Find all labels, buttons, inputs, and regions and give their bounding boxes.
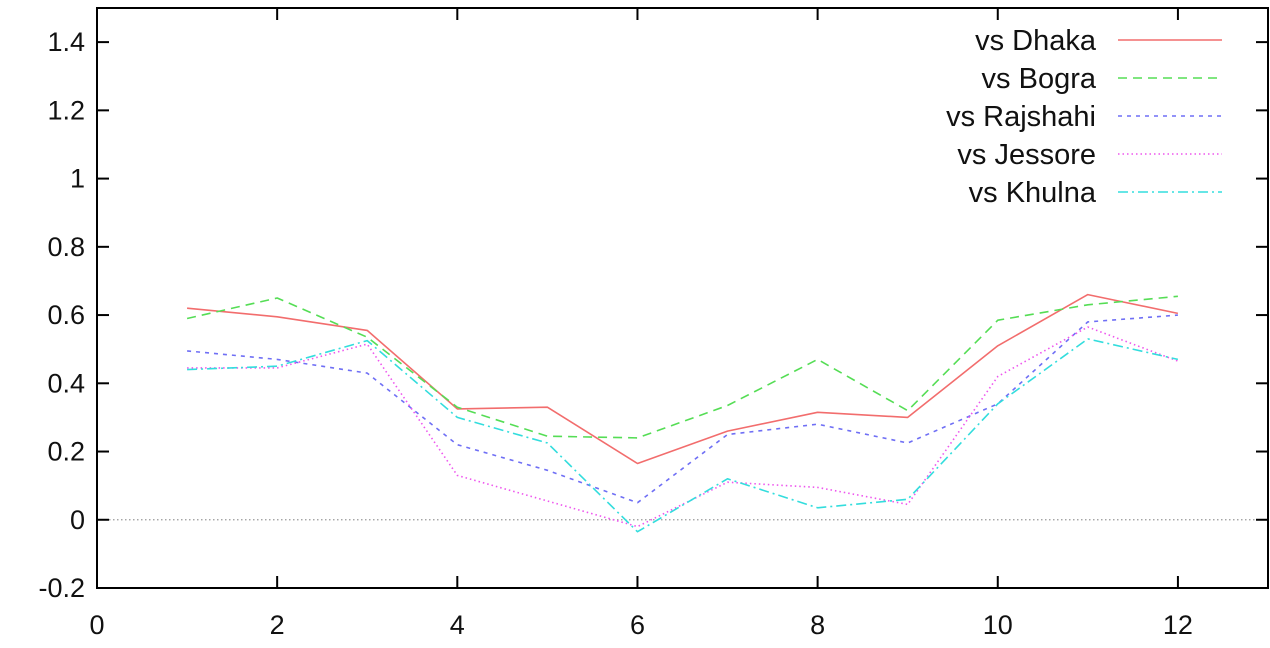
legend-label: vs Rajshahi: [946, 101, 1096, 133]
series-line-vs-rajshahi: [187, 314, 1178, 504]
y-tick-label: 1.2: [47, 95, 85, 125]
x-tick-label: 4: [450, 610, 465, 640]
series-line-vs-khulna: [187, 338, 1179, 533]
legend-label: vs Jessore: [957, 139, 1096, 171]
y-tick-label: 0: [70, 505, 85, 535]
y-tick-label: 1.4: [47, 27, 85, 57]
legend-label: vs Bogra: [982, 63, 1097, 95]
x-tick-label: 12: [1163, 610, 1193, 640]
y-tick-label: -0.2: [38, 573, 85, 603]
y-tick-label: 0.8: [47, 232, 85, 262]
x-tick-label: 2: [270, 610, 285, 640]
y-tick-label: 1: [70, 164, 85, 194]
legend-label: vs Khulna: [969, 177, 1097, 209]
x-tick-label: 8: [810, 610, 825, 640]
plot-frame: [96, 7, 1269, 589]
legend: vs Dhaka vs Bogra vs Rajshahi vs Jessore vs …: [946, 25, 1222, 209]
x-tick-label: 6: [630, 610, 645, 640]
series-line-vs-jessore: [187, 326, 1179, 528]
y-tick-label: 0.4: [47, 368, 85, 398]
x-tick-label: 0: [89, 610, 104, 640]
axis-layer: -0.200.20.40.60.811.21.40 2 4 6 8 10 12: [38, 8, 1268, 640]
x-tick-label: 10: [983, 610, 1013, 640]
y-tick-label: 0.2: [47, 437, 85, 467]
series-line-vs-dhaka: [187, 293, 1179, 465]
series-line-vs-bogra: [186, 295, 1178, 439]
legend-label: vs Dhaka: [975, 25, 1097, 57]
y-tick-label: 0.6: [47, 300, 85, 330]
series-layer: [186, 293, 1179, 533]
